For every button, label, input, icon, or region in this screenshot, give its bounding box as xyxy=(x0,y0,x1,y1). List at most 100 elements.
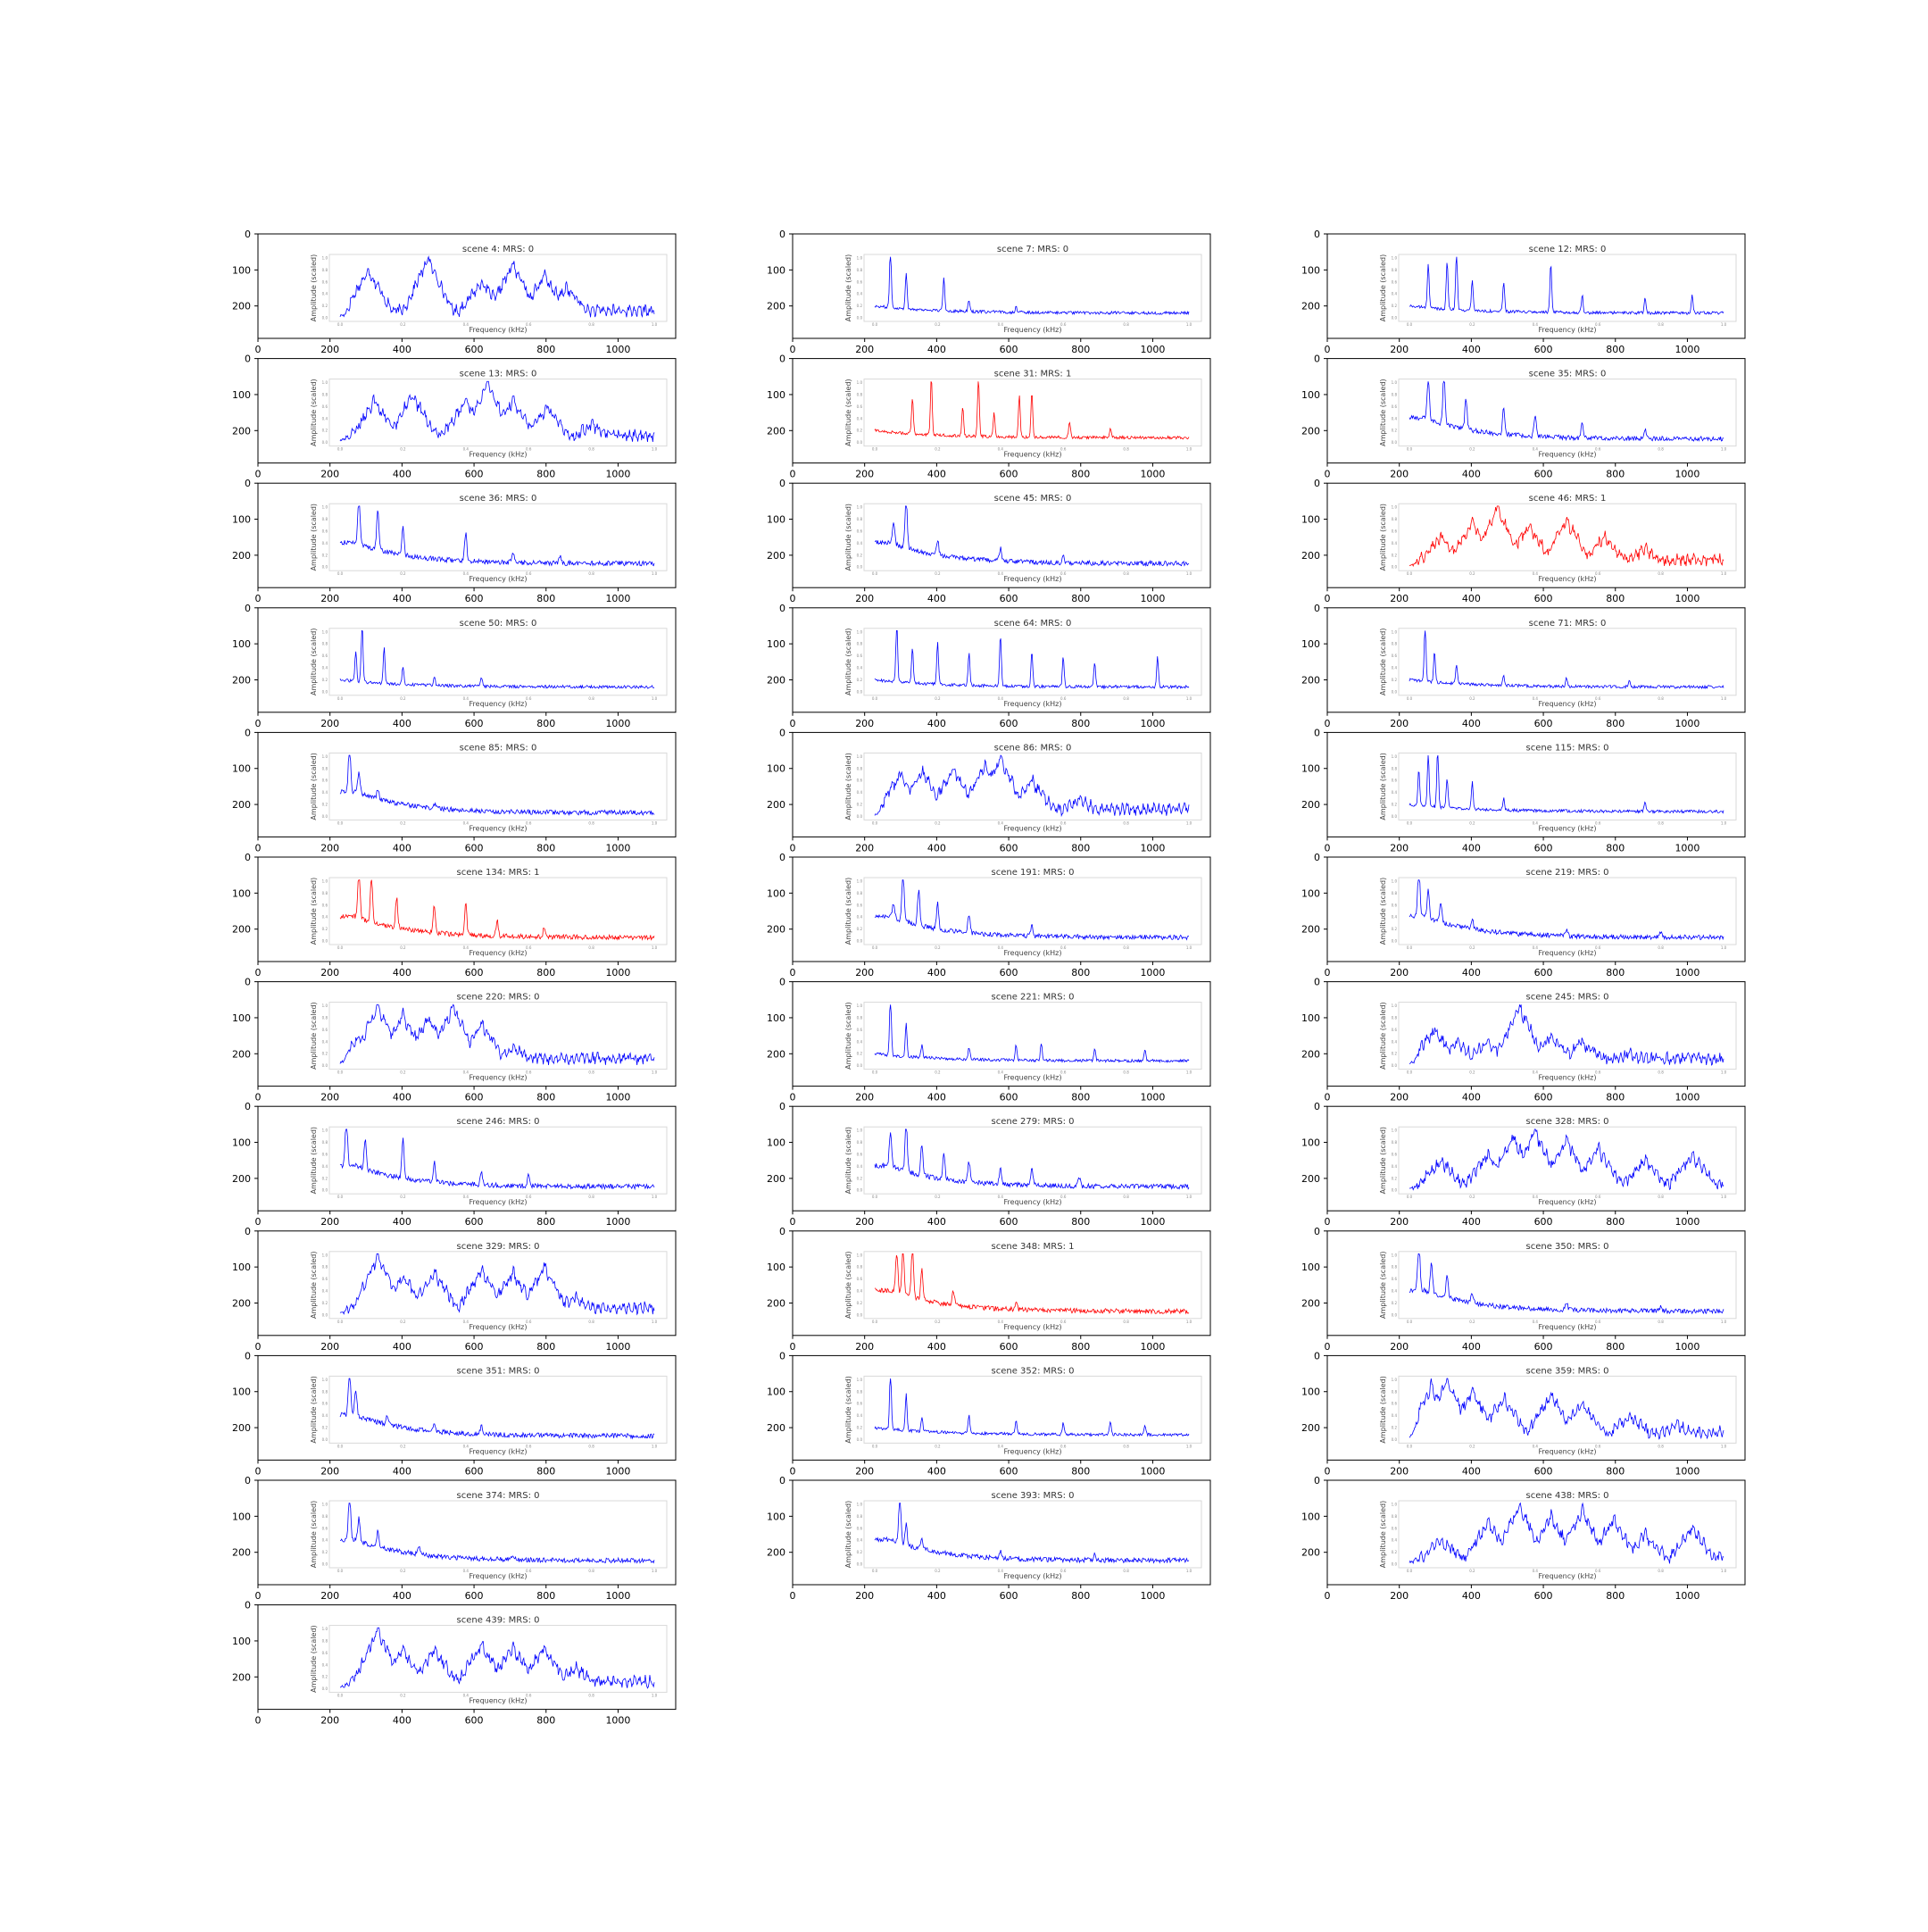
embedded-plot: scene 134: MRS: 1 Amplitude (scaled) Frequ… xyxy=(310,868,668,957)
outer-x-tick-label: 600 xyxy=(465,1715,484,1727)
subplot-panel: 0 200 400 600 800 1000 0 100 200 scene 50: MRS: 0… xyxy=(232,603,677,729)
outer-y-tick-label: 100 xyxy=(1301,264,1320,276)
outer-x-tick-label: 800 xyxy=(1606,842,1625,854)
inner-x-tick-label: 0.2 xyxy=(935,696,941,701)
inner-x-tick-label: 1.0 xyxy=(1721,1569,1727,1573)
inner-x-tick-label: 0.0 xyxy=(337,1320,344,1324)
subplot-panel: 0 200 400 600 800 1000 0 100 200 scene 85: MRS: 0… xyxy=(232,727,677,854)
outer-x-tick-label: 0 xyxy=(255,1341,262,1353)
inner-x-tick-label: 0.2 xyxy=(400,447,406,452)
inner-y-tick-label: 1.0 xyxy=(857,629,863,634)
inner-x-axis-label: Frequency (kHz) xyxy=(1539,326,1597,334)
outer-x-tick-label: 1000 xyxy=(1675,344,1699,355)
outer-x-tick-label: 0 xyxy=(1325,344,1331,355)
inner-x-tick-label: 0.0 xyxy=(337,820,344,825)
outer-y-tick-label: 0 xyxy=(779,1101,785,1112)
outer-x-tick-label: 600 xyxy=(1000,1590,1018,1602)
inner-y-tick-label: 0.0 xyxy=(322,316,328,321)
subplot-title: scene 350: MRS: 0 xyxy=(1526,1242,1609,1252)
inner-y-tick-label: 1.0 xyxy=(1392,1503,1398,1507)
inner-y-tick-label: 0.4 xyxy=(857,541,863,545)
inner-y-tick-label: 0.0 xyxy=(322,939,328,944)
inner-y-tick-label: 0.6 xyxy=(857,1153,863,1157)
inner-y-tick-label: 0.4 xyxy=(857,292,863,296)
inner-x-tick-label: 0.4 xyxy=(463,322,470,327)
inner-y-tick-label: 0.6 xyxy=(322,279,328,284)
inner-plot-frame xyxy=(328,1375,668,1444)
outer-y-tick-label: 100 xyxy=(232,1262,251,1273)
inner-x-tick-label: 1.0 xyxy=(652,1694,658,1698)
outer-y-tick-label: 200 xyxy=(767,1422,785,1434)
outer-y-tick-label: 100 xyxy=(232,514,251,526)
inner-x-tick-label: 0.8 xyxy=(1658,1320,1664,1324)
inner-y-tick-label: 1.0 xyxy=(857,505,863,510)
inner-x-tick-label: 0.8 xyxy=(1658,322,1664,327)
outer-x-tick-label: 800 xyxy=(536,1341,555,1353)
outer-x-tick-label: 200 xyxy=(320,344,339,355)
subplot-panel: 0 200 400 600 800 1000 0 100 200 scene 13: MRS: 0… xyxy=(232,354,677,480)
inner-x-tick-label: 0.8 xyxy=(1123,945,1129,950)
inner-x-tick-label: 0.6 xyxy=(1060,1444,1067,1448)
inner-x-tick-label: 0.2 xyxy=(400,1320,406,1324)
outer-x-tick-label: 200 xyxy=(320,718,339,729)
subplot-panel: 0 200 400 600 800 1000 0 100 200 scene 348: MRS: … xyxy=(767,1226,1211,1353)
inner-y-axis-label: Amplitude (scaled) xyxy=(844,1252,852,1319)
inner-y-tick-label: 0.6 xyxy=(1392,1402,1398,1406)
embedded-plot: scene 45: MRS: 0 Amplitude (scaled) Freque… xyxy=(844,494,1202,583)
inner-x-tick-label: 0.2 xyxy=(935,571,941,576)
inner-y-axis-label: Amplitude (scaled) xyxy=(844,878,852,945)
subplot-panel: 0 200 400 600 800 1000 0 100 200 scene 245: MRS: … xyxy=(1301,977,1746,1103)
inner-x-tick-label: 0.8 xyxy=(1658,1195,1664,1199)
outer-x-tick-label: 0 xyxy=(255,967,262,978)
inner-y-tick-label: 0.0 xyxy=(1392,1063,1398,1068)
inner-y-tick-label: 0.4 xyxy=(857,1413,863,1418)
inner-x-tick-label: 1.0 xyxy=(1186,1195,1193,1199)
embedded-plot: scene 86: MRS: 0 Amplitude (scaled) Freque… xyxy=(844,743,1202,832)
outer-y-tick-label: 100 xyxy=(767,638,785,650)
outer-y-tick-label: 0 xyxy=(245,354,251,365)
subplot-title: scene 439: MRS: 0 xyxy=(457,1616,540,1626)
outer-x-tick-label: 600 xyxy=(1000,842,1018,854)
spectrum-line xyxy=(1409,380,1724,442)
outer-x-tick-label: 600 xyxy=(1000,718,1018,729)
outer-x-tick-label: 600 xyxy=(465,842,484,854)
inner-y-tick-label: 0.2 xyxy=(322,304,328,308)
inner-y-tick-label: 0.0 xyxy=(322,565,328,570)
embedded-plot: scene 85: MRS: 0 Amplitude (scaled) Freque… xyxy=(310,743,668,832)
outer-y-tick-label: 100 xyxy=(767,763,785,775)
outer-y-tick-label: 0 xyxy=(245,1600,251,1611)
outer-y-tick-label: 100 xyxy=(232,638,251,650)
subplot-panel: 0 200 400 600 800 1000 0 100 200 scene 352: MRS: … xyxy=(767,1350,1211,1477)
inner-x-tick-label: 0.2 xyxy=(400,571,406,576)
inner-plot-frame xyxy=(863,1251,1202,1320)
inner-x-axis-label: Frequency (kHz) xyxy=(1004,824,1062,832)
outer-x-tick-label: 0 xyxy=(790,593,796,604)
inner-x-tick-label: 1.0 xyxy=(1721,696,1727,701)
subplot-panel: 0 200 400 600 800 1000 0 100 200 scene 86: MRS: 0… xyxy=(767,727,1211,854)
inner-x-tick-label: 0.4 xyxy=(463,820,470,825)
outer-y-tick-label: 0 xyxy=(779,977,785,988)
subplot-panel: 0 200 400 600 800 1000 0 100 200 scene 328: MRS: … xyxy=(1301,1101,1746,1228)
inner-x-tick-label: 0.2 xyxy=(400,945,406,950)
inner-x-axis-label: Frequency (kHz) xyxy=(1004,1323,1062,1331)
spectrum-line xyxy=(874,879,1190,941)
inner-y-tick-label: 0.6 xyxy=(857,1028,863,1032)
outer-y-tick-label: 0 xyxy=(245,852,251,863)
inner-x-tick-label: 1.0 xyxy=(1721,1070,1727,1075)
outer-y-tick-label: 0 xyxy=(245,1475,251,1486)
inner-x-tick-label: 0.8 xyxy=(1123,1320,1129,1324)
inner-x-tick-label: 0.8 xyxy=(1123,696,1129,701)
spectrum-line xyxy=(339,879,655,941)
outer-y-tick-label: 0 xyxy=(245,1350,251,1362)
outer-x-tick-label: 200 xyxy=(1390,344,1409,355)
outer-y-tick-label: 100 xyxy=(767,1387,785,1398)
outer-x-tick-label: 0 xyxy=(790,967,796,978)
inner-x-tick-label: 1.0 xyxy=(1186,1444,1193,1448)
spectrum-line xyxy=(1409,256,1724,316)
outer-x-tick-label: 400 xyxy=(393,1341,411,1353)
inner-y-tick-label: 0.0 xyxy=(1392,939,1398,944)
inner-y-tick-label: 0.4 xyxy=(1392,292,1398,296)
outer-x-tick-label: 400 xyxy=(927,1465,946,1477)
outer-x-tick-label: 1000 xyxy=(1140,593,1165,604)
